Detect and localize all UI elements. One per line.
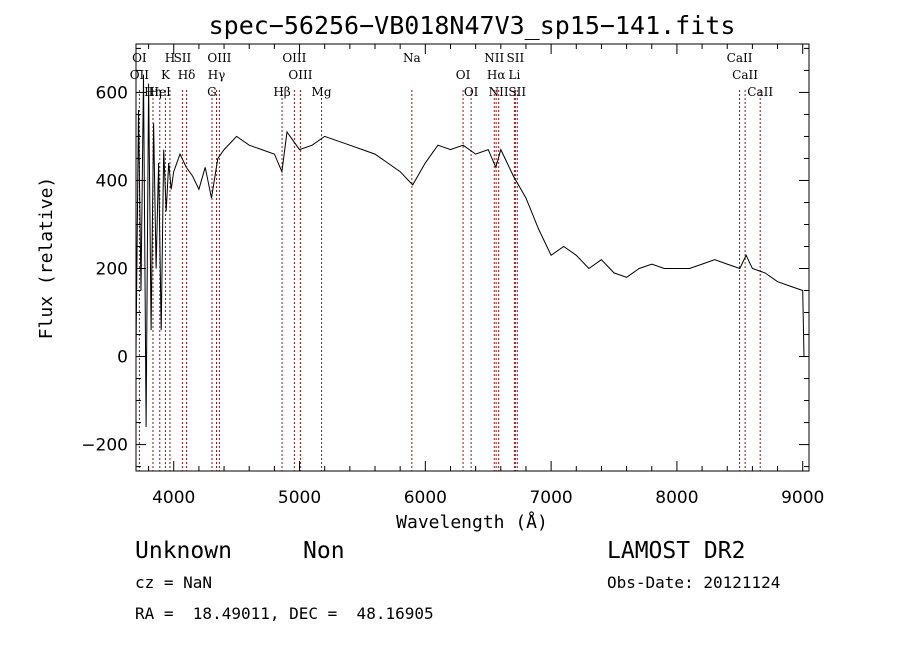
plot-frame: [135, 43, 810, 472]
emission-line-labels: OIOIIHηHKHeISIIHδGOIIIHγHβOIIIOIIIMgNaOI…: [130, 51, 774, 99]
line-label: K: [161, 68, 171, 82]
line-label: CaII: [727, 51, 753, 65]
line-label: OIII: [288, 68, 312, 82]
coordinates: RA = 18.49011, DEC = 48.16905: [135, 604, 434, 623]
y-tick-label: 0: [117, 348, 128, 368]
chart-title: spec−56256−VB018N47V3_sp15−141.fits: [209, 11, 736, 40]
x-tick-label: 8000: [655, 488, 698, 508]
y-tick-label: 200: [96, 260, 128, 280]
line-label: OIII: [207, 51, 231, 65]
line-label: Hγ: [208, 68, 226, 82]
emission-line-markers: [138, 90, 761, 471]
x-tick-label: 7000: [529, 488, 572, 508]
line-label: CaII: [732, 68, 758, 82]
line-label: G: [207, 85, 217, 99]
line-label: OIII: [282, 51, 306, 65]
line-label: Li: [508, 68, 520, 82]
y-axis-label: Flux (relative): [36, 177, 57, 340]
line-label: OI: [132, 51, 147, 65]
line-label: SII: [508, 85, 526, 99]
line-label: NII: [489, 85, 509, 99]
line-label: SII: [174, 51, 192, 65]
line-label: Mg: [312, 85, 332, 99]
observation-date: Obs-Date: 20121124: [607, 573, 781, 592]
x-axis-label: Wavelength (Å): [396, 511, 548, 533]
x-tick-label: 9000: [781, 488, 824, 508]
y-tick-label: −200: [81, 436, 128, 456]
line-label: Na: [403, 51, 421, 65]
line-label: CaII: [747, 85, 773, 99]
x-tick-label: 6000: [404, 488, 447, 508]
line-label: OI: [464, 85, 479, 99]
line-label: Hδ: [178, 68, 196, 82]
y-tick-label: 400: [96, 171, 128, 191]
redshift-cz: cz = NaN: [135, 573, 213, 592]
axis-ticks: 4000 5000 6000 7000 8000 9000 −200 0 200 400 600: [81, 44, 824, 508]
line-label: Hβ: [273, 85, 290, 99]
x-tick-label: 4000: [152, 488, 195, 508]
line-label: OI: [456, 68, 471, 82]
line-label: OII: [130, 68, 150, 82]
y-tick-label: 600: [96, 83, 128, 103]
line-label: H: [165, 51, 175, 65]
line-label: NII: [484, 51, 504, 65]
spectrum-line: [135, 74, 805, 428]
object-subclass: Non: [303, 538, 345, 564]
object-class: Unknown: [135, 538, 232, 564]
survey-name: LAMOST DR2: [607, 538, 746, 564]
line-label: Hα: [487, 68, 506, 82]
line-label: HeI: [149, 85, 172, 99]
x-tick-label: 5000: [278, 488, 321, 508]
line-label: SII: [507, 51, 525, 65]
